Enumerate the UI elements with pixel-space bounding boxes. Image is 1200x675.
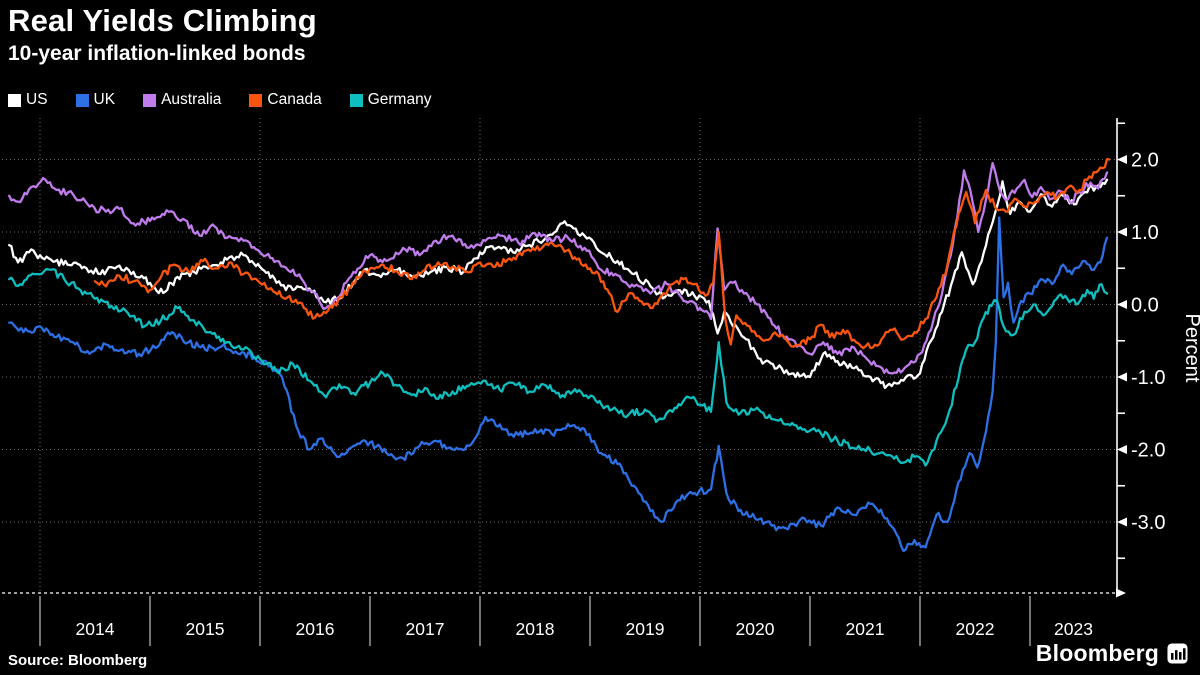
- x-year-label: 2015: [186, 619, 225, 639]
- y-axis-title: Percent: [1181, 314, 1200, 383]
- x-year-label: 2020: [736, 619, 775, 639]
- x-year-label: 2017: [406, 619, 445, 639]
- x-year-label: 2022: [956, 619, 995, 639]
- y-major-tick: [1117, 517, 1127, 527]
- y-tick-label: 2.0: [1131, 150, 1159, 172]
- legend-label: Germany: [367, 91, 432, 108]
- chart-header: Real Yields Climbing 10-year inflation-l…: [8, 3, 317, 66]
- series-line-australia: [8, 161, 1109, 375]
- legend-item-us: US: [8, 91, 48, 109]
- bloomberg-wordmark: Bloomberg: [1035, 640, 1159, 666]
- series-line-canada: [93, 157, 1111, 350]
- legend-swatch-uk: [75, 93, 89, 107]
- y-tick-label: -2.0: [1131, 440, 1165, 462]
- bloomberg-chart-icon: [1167, 643, 1188, 664]
- y-major-tick: [1117, 445, 1127, 454]
- y-tick-label: 0.0: [1131, 295, 1159, 317]
- legend-label: Australia: [161, 91, 222, 108]
- x-year-label: 2014: [76, 619, 115, 639]
- legend-item-australia: Australia: [143, 91, 221, 109]
- y-tick-label: 1.0: [1131, 222, 1159, 244]
- legend-item-germany: Germany: [349, 91, 432, 109]
- x-year-label: 2021: [846, 619, 885, 639]
- chart-legend: US UK Australia Canada Germany: [8, 91, 459, 109]
- chart-title: Real Yields Climbing: [8, 3, 317, 38]
- legend-swatch-germany: [349, 93, 363, 107]
- series-line-germany: [8, 267, 1109, 467]
- legend-swatch-canada: [249, 93, 263, 107]
- series-line-us: [8, 178, 1109, 390]
- chart-subtitle: 10-year inflation-linked bonds: [8, 42, 306, 66]
- x-year-label: 2016: [296, 619, 335, 639]
- legend-item-canada: Canada: [249, 91, 322, 109]
- x-year-label: 2019: [626, 619, 665, 639]
- y-major-tick: [1117, 372, 1127, 382]
- y-major-tick: [1117, 300, 1127, 309]
- y-tick-label: -1.0: [1131, 367, 1165, 389]
- series-line-uk: [8, 216, 1109, 553]
- y-major-tick: [1117, 227, 1127, 237]
- bloomberg-logo: Bloomberg: [1036, 640, 1188, 667]
- legend-label: UK: [93, 91, 116, 108]
- x-year-label: 2018: [516, 619, 555, 639]
- source-note: Source: Bloomberg: [8, 652, 148, 669]
- legend-swatch-australia: [143, 93, 157, 107]
- legend-swatch-us: [8, 93, 21, 107]
- x-axis-arrow: [1116, 588, 1126, 598]
- x-year-label: 2023: [1054, 619, 1093, 639]
- legend-item-uk: UK: [75, 91, 116, 109]
- legend-label: US: [26, 91, 48, 108]
- y-major-tick: [1117, 155, 1127, 164]
- legend-label: Canada: [267, 91, 322, 108]
- y-tick-label: -3.0: [1131, 512, 1165, 534]
